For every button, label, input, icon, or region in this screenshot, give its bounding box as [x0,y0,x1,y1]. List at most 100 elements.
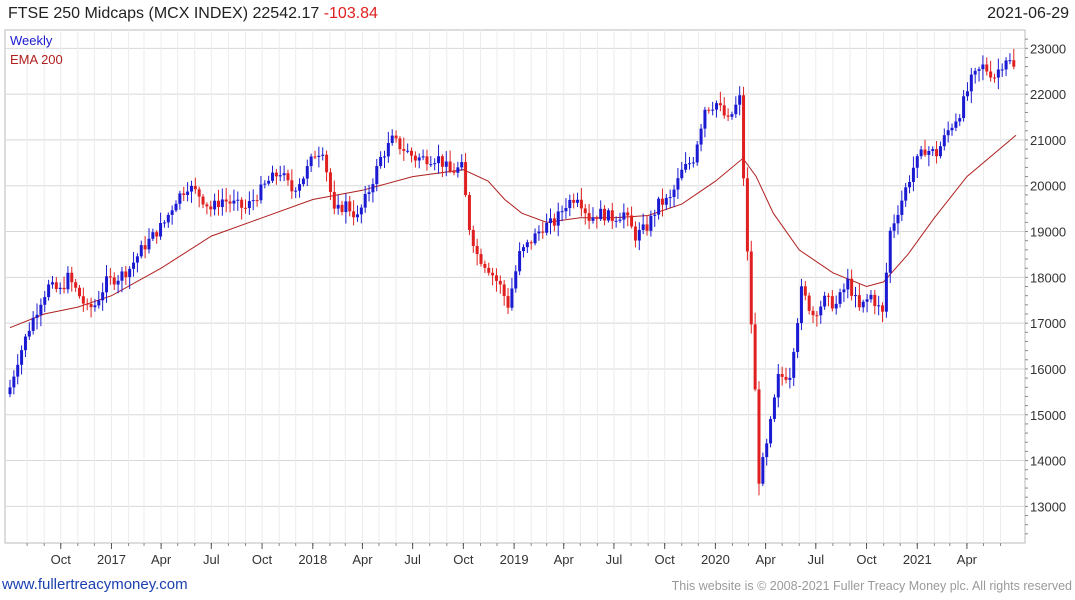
candle-body [919,149,923,157]
x-tick-label: 2019 [500,552,529,567]
candle-body [641,224,645,230]
candle-body [271,172,275,181]
candle-body [332,191,336,209]
candle-body [101,292,105,301]
candle-body [664,197,668,205]
candle-body [923,149,927,155]
candle-body [16,364,20,377]
candle-body [8,387,12,395]
candle-body [417,157,421,161]
candle-body [950,127,954,131]
candle-body [20,350,24,365]
candle-body [691,162,695,164]
candle-body [734,104,738,115]
candle-body [483,263,487,268]
candle-body [610,210,614,222]
candle-body [626,212,630,216]
candle-body [27,330,31,337]
candle-body [58,287,62,289]
candle-body [425,156,429,165]
candle-body [572,199,576,203]
candle-body [359,207,363,215]
candle-body [467,195,471,230]
candle-body [197,189,201,197]
candle-body [220,199,224,208]
candle-body [54,282,58,289]
candle-body [471,229,475,246]
candle-body [618,219,622,221]
candle-body [309,156,313,167]
candle-body [842,289,846,293]
candle-body [147,238,151,250]
x-tick-label: 2018 [298,552,327,567]
candle-body [888,230,892,273]
candle-body [672,189,676,198]
candle-body [406,150,410,152]
candle-body [622,212,626,220]
candle-body [124,271,128,278]
candle-body [502,284,506,297]
candle-body [70,272,74,283]
candle-body [182,193,186,195]
candle-body [379,156,383,167]
x-tick-label: 2017 [97,552,126,567]
candle-body [452,171,456,173]
candle-body [340,204,344,213]
candle-body [595,217,599,220]
y-tick-label: 19000 [1030,225,1066,240]
candle-body [823,295,827,307]
y-tick-label: 14000 [1030,454,1066,469]
candle-body [132,262,136,269]
x-axis: Oct 2017 Apr Jul Oct 2018 Apr Jul Oct 2019 Apr Jul O… [26,543,1002,567]
candle-body [475,245,479,255]
candle-body [583,208,587,214]
candle-body [965,91,969,97]
candle-body [564,207,568,212]
candle-body [286,173,290,181]
candle-body [31,317,35,331]
candle-body [89,303,93,308]
candle-body [128,268,132,278]
candle-body [985,64,989,72]
chart-title-row: FTSE 250 Midcaps (MCX INDEX) 22542.17 -1… [8,5,378,23]
candle-body [50,282,54,285]
candle-body [23,336,27,351]
candle-body [216,200,220,208]
candle-body [178,193,182,204]
candle-body [761,457,765,484]
candle-body [43,297,47,305]
candle-body [224,199,228,202]
y-tick-label: 22000 [1030,87,1066,102]
candle-body [151,232,155,239]
candle-body [74,282,78,288]
candle-body [317,155,321,157]
candle-body [537,231,541,234]
x-tick-label: 2020 [701,552,730,567]
candle-body [189,185,193,192]
candle-body [448,161,452,172]
candle-body [742,95,746,179]
candle-body [251,200,255,202]
candle-body [792,351,796,378]
candle-body [410,150,414,156]
candle-body [510,288,514,308]
candle-body [491,272,495,276]
candle-body [209,206,213,210]
candle-body [278,175,282,177]
candle-body [865,299,869,302]
candle-body [97,300,101,306]
x-tick-label: Jul [606,552,623,567]
candle-body [992,77,996,79]
chart-title: FTSE 250 Midcaps (MCX INDEX) 22542.17 [8,5,320,22]
candle-body [830,296,834,309]
candle-body [244,207,248,209]
candle-body [846,278,850,290]
candle-body [892,223,896,231]
footer-site-link[interactable]: www.fullertreacymoney.com [2,576,188,593]
candle-body [591,217,595,221]
candle-body [166,214,170,223]
candle-body [108,276,112,278]
candle-body [186,191,190,195]
candle-body [328,172,332,192]
